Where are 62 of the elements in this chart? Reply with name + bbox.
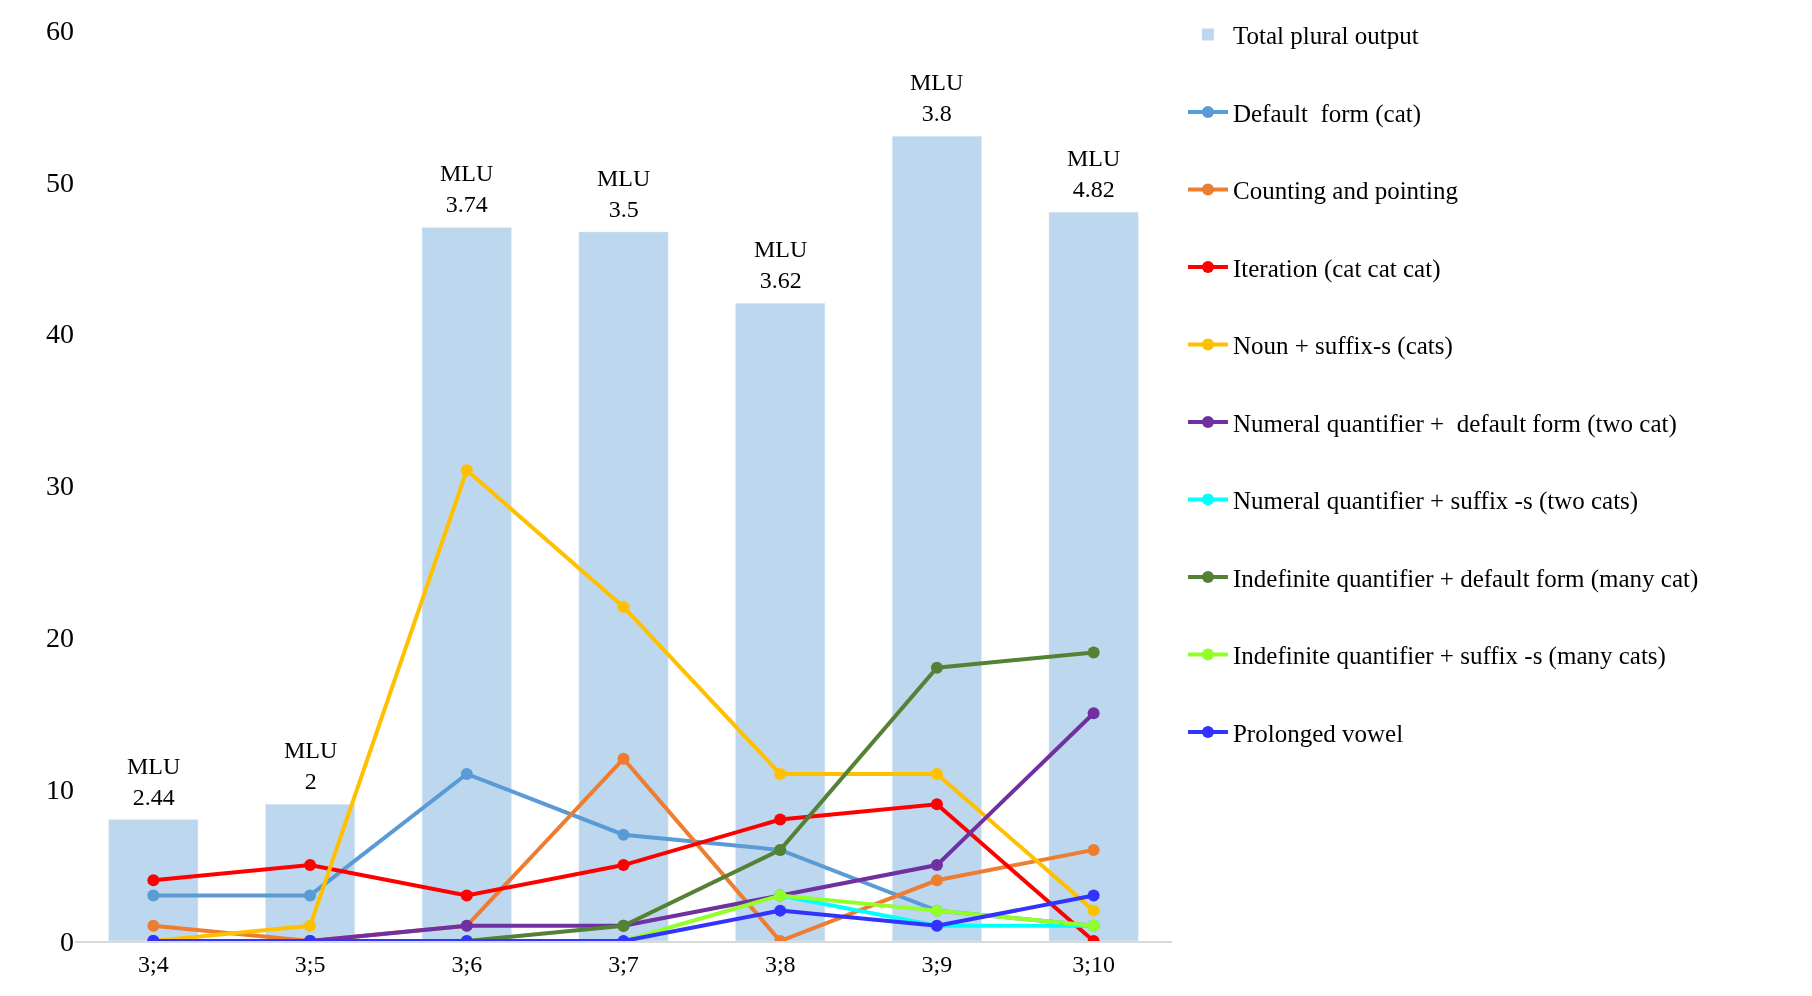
x-tick-label: 3;8 <box>764 950 796 977</box>
point <box>460 767 473 780</box>
point <box>1087 904 1100 917</box>
point <box>774 904 787 917</box>
point <box>930 874 943 887</box>
legend-label: Numeral quantifier + default form (two cat) <box>1232 409 1677 438</box>
legend-label: Prolonged vowel <box>1232 719 1404 747</box>
annotation: MLU 2.44 <box>127 753 181 811</box>
point <box>1087 707 1100 720</box>
point <box>147 919 160 932</box>
point <box>1087 843 1100 856</box>
point <box>774 813 787 826</box>
y-tick-label: 20 <box>46 622 74 654</box>
x-tick-label: 3;7 <box>608 950 639 977</box>
point <box>304 919 317 932</box>
y-tick-label: 40 <box>46 318 74 350</box>
point <box>460 464 473 477</box>
point <box>930 798 943 811</box>
point <box>930 859 943 872</box>
legend-label: Total plural output <box>1232 22 1419 50</box>
x-tick-label: 3;10 <box>1072 950 1115 977</box>
point <box>930 767 943 780</box>
bar <box>421 227 512 941</box>
legend-label: Noun + suffix-s (cats) <box>1232 332 1453 361</box>
point <box>1087 646 1100 659</box>
annotation: MLU 2 <box>284 737 338 795</box>
y-tick-label: 50 <box>46 166 74 198</box>
point <box>930 661 943 674</box>
point <box>147 889 160 902</box>
point <box>1087 889 1100 902</box>
point <box>304 889 317 902</box>
bar <box>892 136 982 941</box>
y-tick-label: 30 <box>46 470 74 502</box>
legend-label: Counting and pointing <box>1232 177 1459 205</box>
point <box>774 767 787 780</box>
point <box>460 889 473 902</box>
bar <box>735 303 826 941</box>
annotation: MLU 3.74 <box>440 160 494 218</box>
x-tick-label: 3;6 <box>451 950 483 977</box>
annotation: MLU 3.62 <box>754 236 808 294</box>
point <box>147 874 160 887</box>
legend-label: Iteration (cat cat cat) <box>1232 254 1441 283</box>
annotation: MLU 4.82 <box>1067 145 1121 203</box>
annotation: MLU 3.5 <box>597 165 651 223</box>
annotation: MLU 3.8 <box>910 69 964 127</box>
point <box>617 752 630 765</box>
point <box>304 859 317 872</box>
y-tick-label: 10 <box>46 773 74 805</box>
x-tick-label: 3;4 <box>138 950 169 977</box>
bar <box>578 231 669 941</box>
bar <box>1048 211 1139 941</box>
legend-label: Indefinite quantifier + default form (many cat) <box>1232 564 1699 593</box>
x-tick-label: 3;5 <box>294 950 326 977</box>
y-tick-label: 0 <box>60 925 74 957</box>
y-tick-label: 60 <box>46 14 74 46</box>
point <box>617 859 630 872</box>
point <box>617 828 630 841</box>
legend-label: Numeral quantifier + suffix -s (two cats) <box>1232 487 1639 516</box>
legend-label: Indefinite quantifier + suffix -s (many cats) <box>1232 642 1666 671</box>
point <box>617 600 630 613</box>
x-tick-label: 3;9 <box>921 950 953 977</box>
legend-label: Default form (cat) <box>1232 99 1422 128</box>
